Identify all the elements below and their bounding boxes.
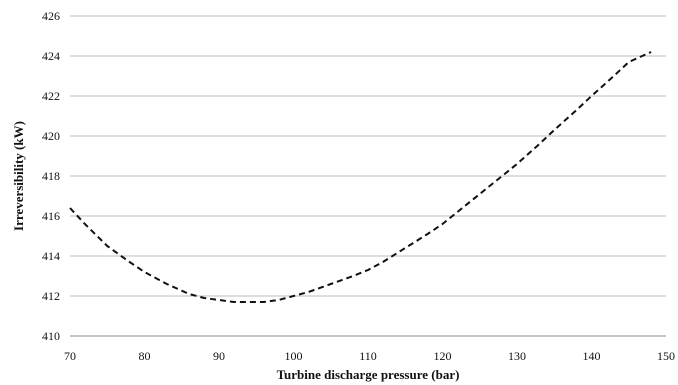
y-tick-label: 420 — [42, 129, 60, 143]
y-tick-label: 422 — [42, 89, 60, 103]
x-tick-label: 120 — [434, 349, 452, 363]
y-tick-label: 410 — [42, 329, 60, 343]
grid-layer — [70, 15, 666, 337]
data-point — [516, 163, 518, 165]
data-point — [426, 233, 428, 235]
y-tick-label: 412 — [42, 289, 60, 303]
x-tick-label: 150 — [657, 349, 675, 363]
x-tick-label: 100 — [285, 349, 303, 363]
data-point — [84, 223, 86, 225]
x-tick-label: 70 — [64, 349, 76, 363]
data-point — [277, 299, 279, 301]
data-point — [128, 261, 130, 263]
data-point — [233, 301, 235, 303]
x-tick-label: 140 — [583, 349, 601, 363]
data-point — [143, 271, 145, 273]
data-point — [292, 295, 294, 297]
y-tick-label: 416 — [42, 209, 60, 223]
data-point — [263, 301, 265, 303]
x-tick-label: 130 — [508, 349, 526, 363]
data-point — [106, 245, 108, 247]
data-point — [382, 261, 384, 263]
data-point — [464, 205, 466, 207]
y-tick-label: 414 — [42, 249, 60, 263]
data-point — [367, 269, 369, 271]
data-point — [441, 223, 443, 225]
data-point — [590, 95, 592, 97]
y-tick-label: 418 — [42, 169, 60, 183]
x-tick-label: 90 — [213, 349, 225, 363]
data-point — [650, 51, 652, 53]
data-point — [479, 193, 481, 195]
data-point — [307, 291, 309, 293]
series-layer — [69, 51, 652, 303]
data-point — [166, 283, 168, 285]
data-point — [203, 297, 205, 299]
data-point — [188, 293, 190, 295]
x-axis-title: Turbine discharge pressure (bar) — [277, 367, 460, 382]
y-axis-title: Irreversibility (kW) — [11, 121, 26, 231]
data-point — [404, 247, 406, 249]
data-point — [501, 175, 503, 177]
data-point — [69, 207, 71, 209]
data-point — [613, 75, 615, 77]
tick-layer: 410 412 414 416 418 420 422 424 426 70 80 90 100 110 1… — [42, 9, 675, 363]
y-tick-label: 424 — [42, 49, 60, 63]
data-point — [553, 129, 555, 131]
data-point — [218, 299, 220, 301]
y-tick-label: 426 — [42, 9, 60, 23]
x-tick-label: 110 — [359, 349, 377, 363]
data-point — [628, 61, 630, 63]
data-point — [330, 283, 332, 285]
x-tick-label: 80 — [139, 349, 151, 363]
data-point — [538, 143, 540, 145]
data-point — [248, 301, 250, 303]
data-point — [575, 109, 577, 111]
series-line — [69, 51, 652, 303]
data-point — [352, 275, 354, 277]
